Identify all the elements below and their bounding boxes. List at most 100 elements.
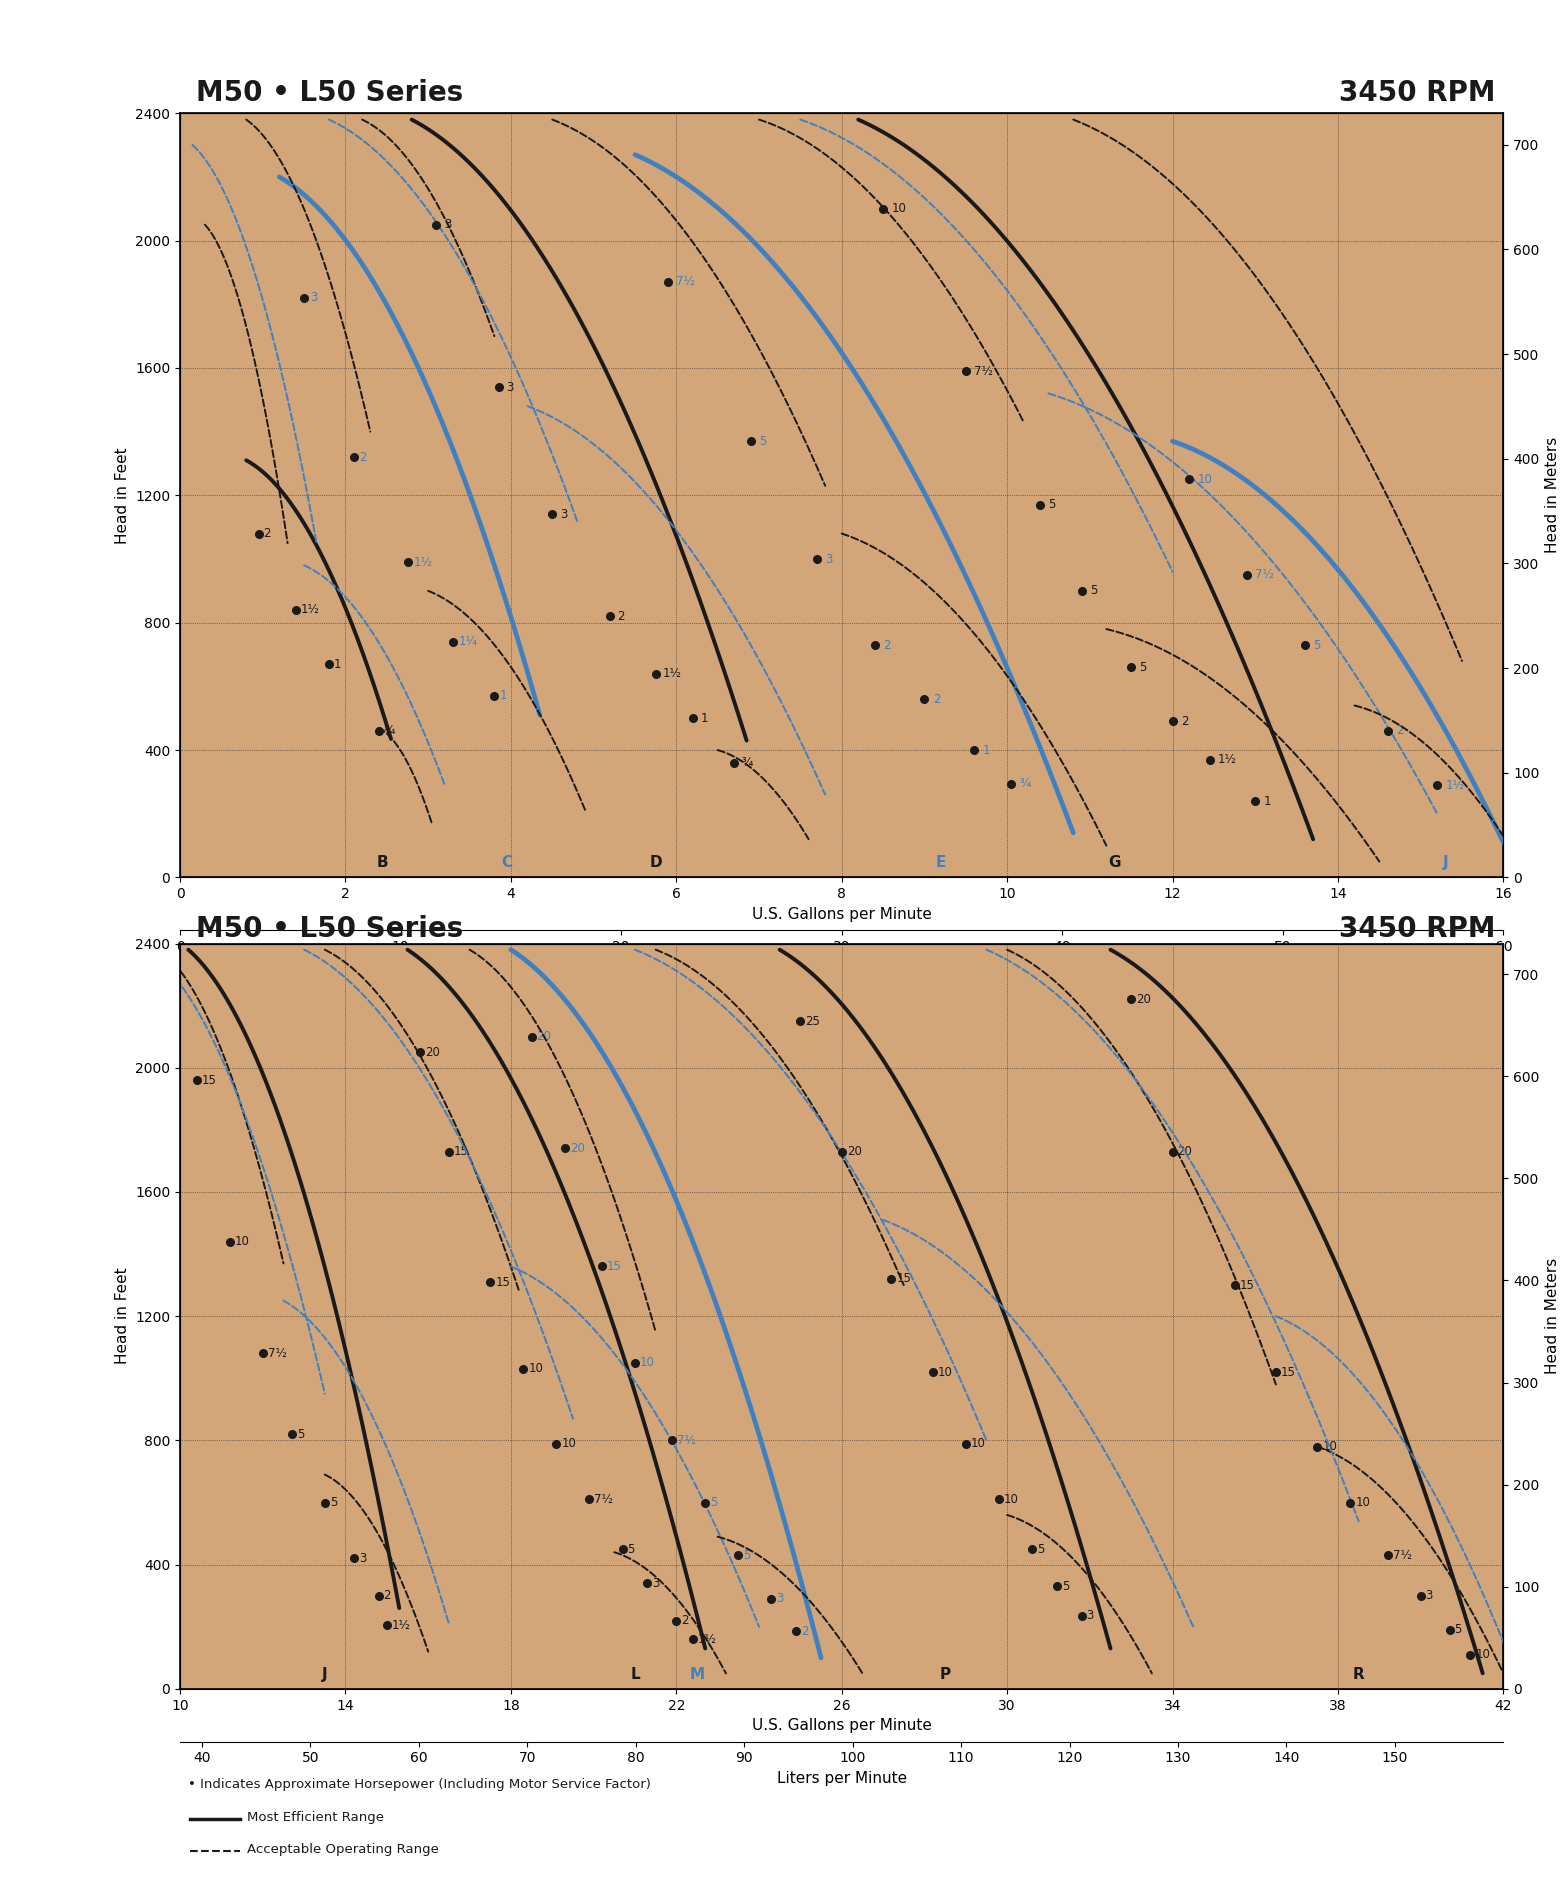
Text: 15: 15 xyxy=(495,1276,511,1289)
Text: G: G xyxy=(1109,855,1121,870)
Text: D: D xyxy=(650,855,662,870)
Text: 1: 1 xyxy=(700,711,708,725)
Text: 10: 10 xyxy=(1004,1493,1019,1506)
Text: 3: 3 xyxy=(653,1578,659,1589)
Text: 7½: 7½ xyxy=(677,1434,695,1447)
Text: 5: 5 xyxy=(296,1428,304,1440)
Text: 3: 3 xyxy=(359,1551,366,1564)
X-axis label: Liters per Minute: Liters per Minute xyxy=(777,1770,907,1785)
Y-axis label: Head in Meters: Head in Meters xyxy=(1546,438,1560,553)
Text: Most Efficient Range: Most Efficient Range xyxy=(247,1812,384,1823)
Text: 7½: 7½ xyxy=(595,1493,614,1506)
Text: 2: 2 xyxy=(802,1625,808,1638)
Text: 1½: 1½ xyxy=(698,1632,717,1645)
Text: M50 • L50 Series: M50 • L50 Series xyxy=(196,79,464,108)
Text: 3: 3 xyxy=(506,381,514,394)
Text: 3450 RPM: 3450 RPM xyxy=(1339,79,1496,108)
Text: M: M xyxy=(689,1666,705,1681)
Text: 1¼: 1¼ xyxy=(459,636,478,649)
Text: 7½: 7½ xyxy=(974,364,993,377)
Text: 15: 15 xyxy=(896,1272,911,1285)
Text: • Indicates Approximate Horsepower (Including Motor Service Factor): • Indicates Approximate Horsepower (Incl… xyxy=(188,1778,651,1791)
X-axis label: Liters per Minute: Liters per Minute xyxy=(777,959,907,974)
Text: 20: 20 xyxy=(570,1142,584,1155)
Text: 5: 5 xyxy=(711,1496,717,1510)
Text: 2: 2 xyxy=(360,451,366,464)
Text: 15: 15 xyxy=(202,1074,216,1087)
Text: J: J xyxy=(1442,855,1449,870)
Text: 15: 15 xyxy=(1240,1279,1254,1291)
Text: 1: 1 xyxy=(334,657,341,670)
Text: R: R xyxy=(1353,1666,1364,1681)
Text: 1: 1 xyxy=(982,743,990,757)
Text: P: P xyxy=(940,1666,951,1681)
Text: 1: 1 xyxy=(1264,794,1272,808)
Text: 15: 15 xyxy=(608,1261,622,1274)
Text: 10: 10 xyxy=(1198,474,1212,487)
Text: 2: 2 xyxy=(617,610,625,623)
Text: 7½: 7½ xyxy=(677,276,695,289)
Text: 10: 10 xyxy=(1475,1647,1491,1661)
Text: L: L xyxy=(630,1666,640,1681)
Text: 10: 10 xyxy=(528,1362,543,1376)
Text: 1: 1 xyxy=(500,689,507,702)
Text: ¾: ¾ xyxy=(1019,777,1030,791)
Text: 10: 10 xyxy=(1355,1496,1370,1510)
X-axis label: U.S. Gallons per Minute: U.S. Gallons per Minute xyxy=(752,908,932,921)
Text: C: C xyxy=(501,855,512,870)
Text: 15: 15 xyxy=(454,1145,468,1159)
Text: 10: 10 xyxy=(640,1357,655,1370)
Text: 2: 2 xyxy=(883,638,891,651)
Text: 5: 5 xyxy=(1455,1623,1463,1636)
Text: 10: 10 xyxy=(1322,1440,1337,1453)
Text: 1½: 1½ xyxy=(413,555,432,568)
Text: 5: 5 xyxy=(1140,660,1146,674)
Text: 3: 3 xyxy=(777,1593,783,1606)
Text: 20: 20 xyxy=(537,1030,551,1044)
Text: 5: 5 xyxy=(1062,1579,1070,1593)
Text: 5: 5 xyxy=(744,1549,750,1562)
Text: 5: 5 xyxy=(1314,638,1320,651)
Text: 1½: 1½ xyxy=(392,1619,410,1632)
Text: J: J xyxy=(323,1666,327,1681)
Text: 3: 3 xyxy=(1425,1589,1433,1602)
Text: 3: 3 xyxy=(310,291,318,304)
Text: ¾: ¾ xyxy=(742,757,753,770)
X-axis label: U.S. Gallons per Minute: U.S. Gallons per Minute xyxy=(752,1719,932,1732)
Text: 2: 2 xyxy=(263,526,271,540)
Text: M50 • L50 Series: M50 • L50 Series xyxy=(196,915,464,944)
Y-axis label: Head in Meters: Head in Meters xyxy=(1546,1259,1560,1374)
Text: 2: 2 xyxy=(933,693,940,706)
Text: 2: 2 xyxy=(681,1613,689,1627)
Y-axis label: Head in Feet: Head in Feet xyxy=(114,1268,130,1364)
Text: B: B xyxy=(377,855,388,870)
Text: 3: 3 xyxy=(1087,1610,1095,1623)
Text: 10: 10 xyxy=(971,1438,985,1449)
Text: 5: 5 xyxy=(1049,498,1055,511)
Text: ¾: ¾ xyxy=(384,725,395,738)
Text: 20: 20 xyxy=(847,1145,861,1159)
Text: 3450 RPM: 3450 RPM xyxy=(1339,915,1496,944)
Text: 20: 20 xyxy=(1178,1145,1192,1159)
Text: 10: 10 xyxy=(561,1438,576,1449)
Text: 25: 25 xyxy=(805,1015,821,1028)
Text: 7½: 7½ xyxy=(1392,1549,1411,1562)
Text: 3: 3 xyxy=(559,508,567,521)
Text: 1½: 1½ xyxy=(301,604,319,617)
Text: 7½: 7½ xyxy=(1256,568,1275,581)
Text: 3: 3 xyxy=(825,553,833,566)
Text: 1½: 1½ xyxy=(662,668,681,679)
Text: 5: 5 xyxy=(628,1542,634,1555)
Text: 2: 2 xyxy=(1395,725,1403,738)
Text: 10: 10 xyxy=(938,1366,952,1379)
Text: 10: 10 xyxy=(891,202,907,215)
Text: 5: 5 xyxy=(760,434,766,447)
Text: 2: 2 xyxy=(384,1589,392,1602)
Text: Acceptable Operating Range: Acceptable Operating Range xyxy=(247,1844,440,1855)
Text: 3: 3 xyxy=(443,219,451,232)
Text: 2: 2 xyxy=(1181,715,1189,728)
Text: 5: 5 xyxy=(1037,1542,1045,1555)
Text: 10: 10 xyxy=(235,1236,249,1247)
Text: 7½: 7½ xyxy=(268,1347,287,1361)
Text: 5: 5 xyxy=(1090,585,1098,598)
